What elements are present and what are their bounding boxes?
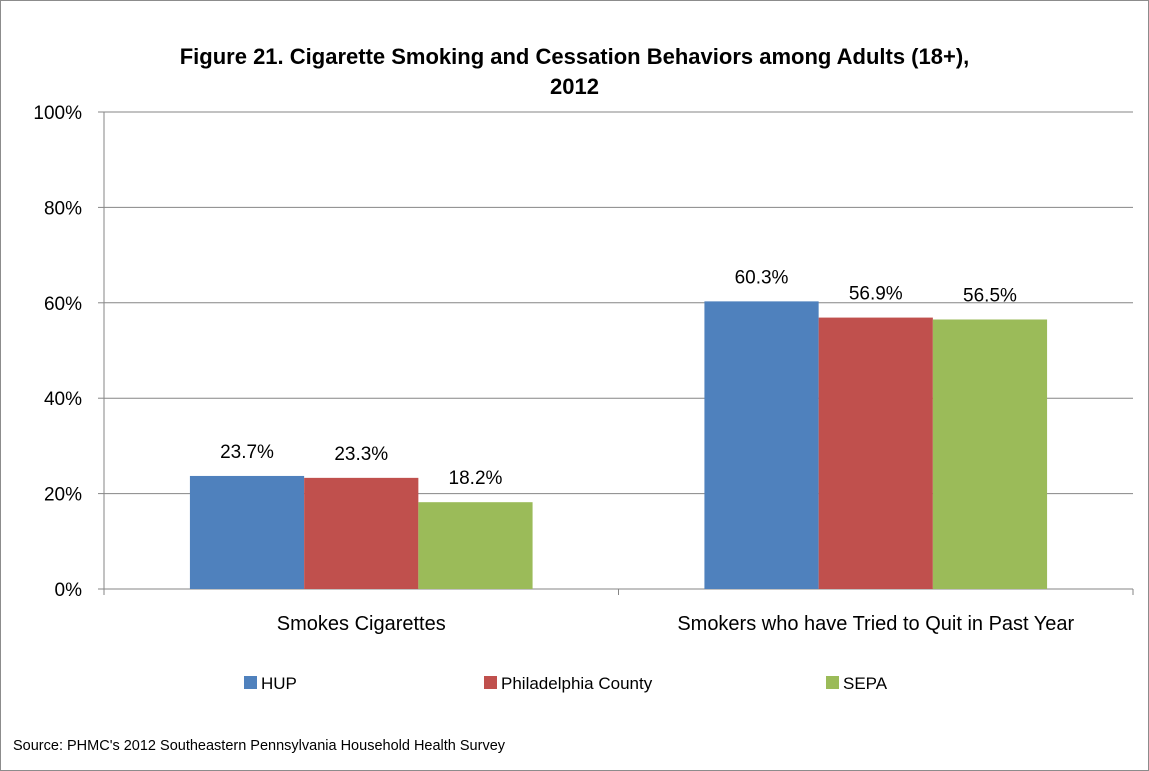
data-label: 56.9% [849, 284, 903, 305]
bar [932, 319, 1048, 589]
data-label: 60.3% [735, 267, 789, 288]
y-tick-label: 100% [33, 103, 82, 124]
x-category-label: Smokes Cigarettes [277, 613, 446, 635]
y-tick-label: 20% [44, 485, 82, 506]
data-label: 23.7% [220, 442, 274, 463]
legend-swatch [244, 676, 257, 689]
chart-title: Figure 21. Cigarette Smoking and Cessati… [0, 42, 1149, 102]
legend-label: SEPA [843, 674, 888, 693]
bar [189, 475, 305, 589]
data-label: 56.5% [963, 285, 1017, 306]
legend-swatch [826, 676, 839, 689]
x-category-label: Smokers who have Tried to Quit in Past Y… [677, 613, 1074, 635]
bar [418, 502, 533, 589]
legend-swatch [484, 676, 497, 689]
bar [304, 477, 419, 589]
y-tick-label: 80% [44, 198, 82, 219]
legend-label: HUP [261, 674, 297, 693]
chart-title-line1: Figure 21. Cigarette Smoking and Cessati… [179, 44, 970, 69]
y-tick-label: 0% [55, 580, 83, 601]
data-label: 18.2% [449, 468, 503, 489]
legend-label: Philadelphia County [501, 674, 653, 693]
y-tick-label: 60% [44, 294, 82, 315]
bar [704, 301, 819, 589]
source-note: Source: PHMC's 2012 Southeastern Pennsyl… [13, 738, 506, 754]
bar [818, 317, 933, 589]
data-label: 23.3% [334, 444, 388, 465]
chart-title-line2: 2012 [550, 74, 599, 99]
y-tick-label: 40% [44, 389, 82, 410]
